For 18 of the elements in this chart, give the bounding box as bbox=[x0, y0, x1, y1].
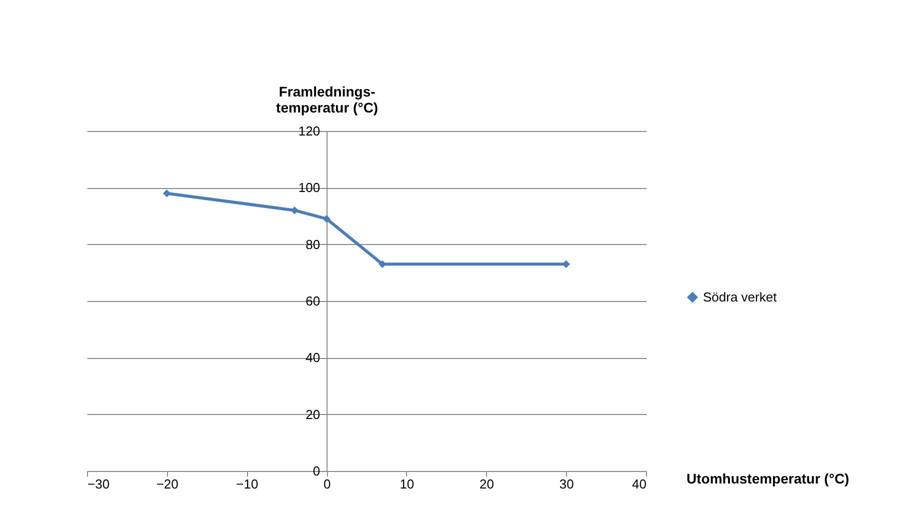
y-tick-label: 80 bbox=[306, 236, 320, 252]
x-tick-label: −30 bbox=[88, 476, 110, 492]
x-tick-label: 40 bbox=[632, 476, 646, 492]
y-tick-label: 40 bbox=[306, 350, 320, 366]
x-tick-label: −20 bbox=[156, 476, 178, 492]
y-tick-label: 100 bbox=[298, 180, 320, 196]
y-tick-label: 60 bbox=[306, 294, 320, 308]
x-axis-title: Utomhustemperatur (°C) bbox=[686, 470, 850, 486]
x-tick-label: 20 bbox=[480, 476, 494, 492]
legend-label: Södra verket bbox=[703, 289, 778, 304]
y-tick-label: 20 bbox=[306, 406, 320, 422]
y-axis-title: Framlednings-temperatur (°C) bbox=[276, 84, 378, 116]
x-tick-label: −10 bbox=[236, 476, 258, 492]
x-tick-label: 0 bbox=[323, 476, 331, 492]
x-tick-label: 10 bbox=[400, 476, 414, 492]
x-tick-label: 30 bbox=[559, 476, 574, 492]
y-tick-label: 0 bbox=[312, 464, 320, 478]
y-tick-label: 120 bbox=[298, 124, 320, 138]
